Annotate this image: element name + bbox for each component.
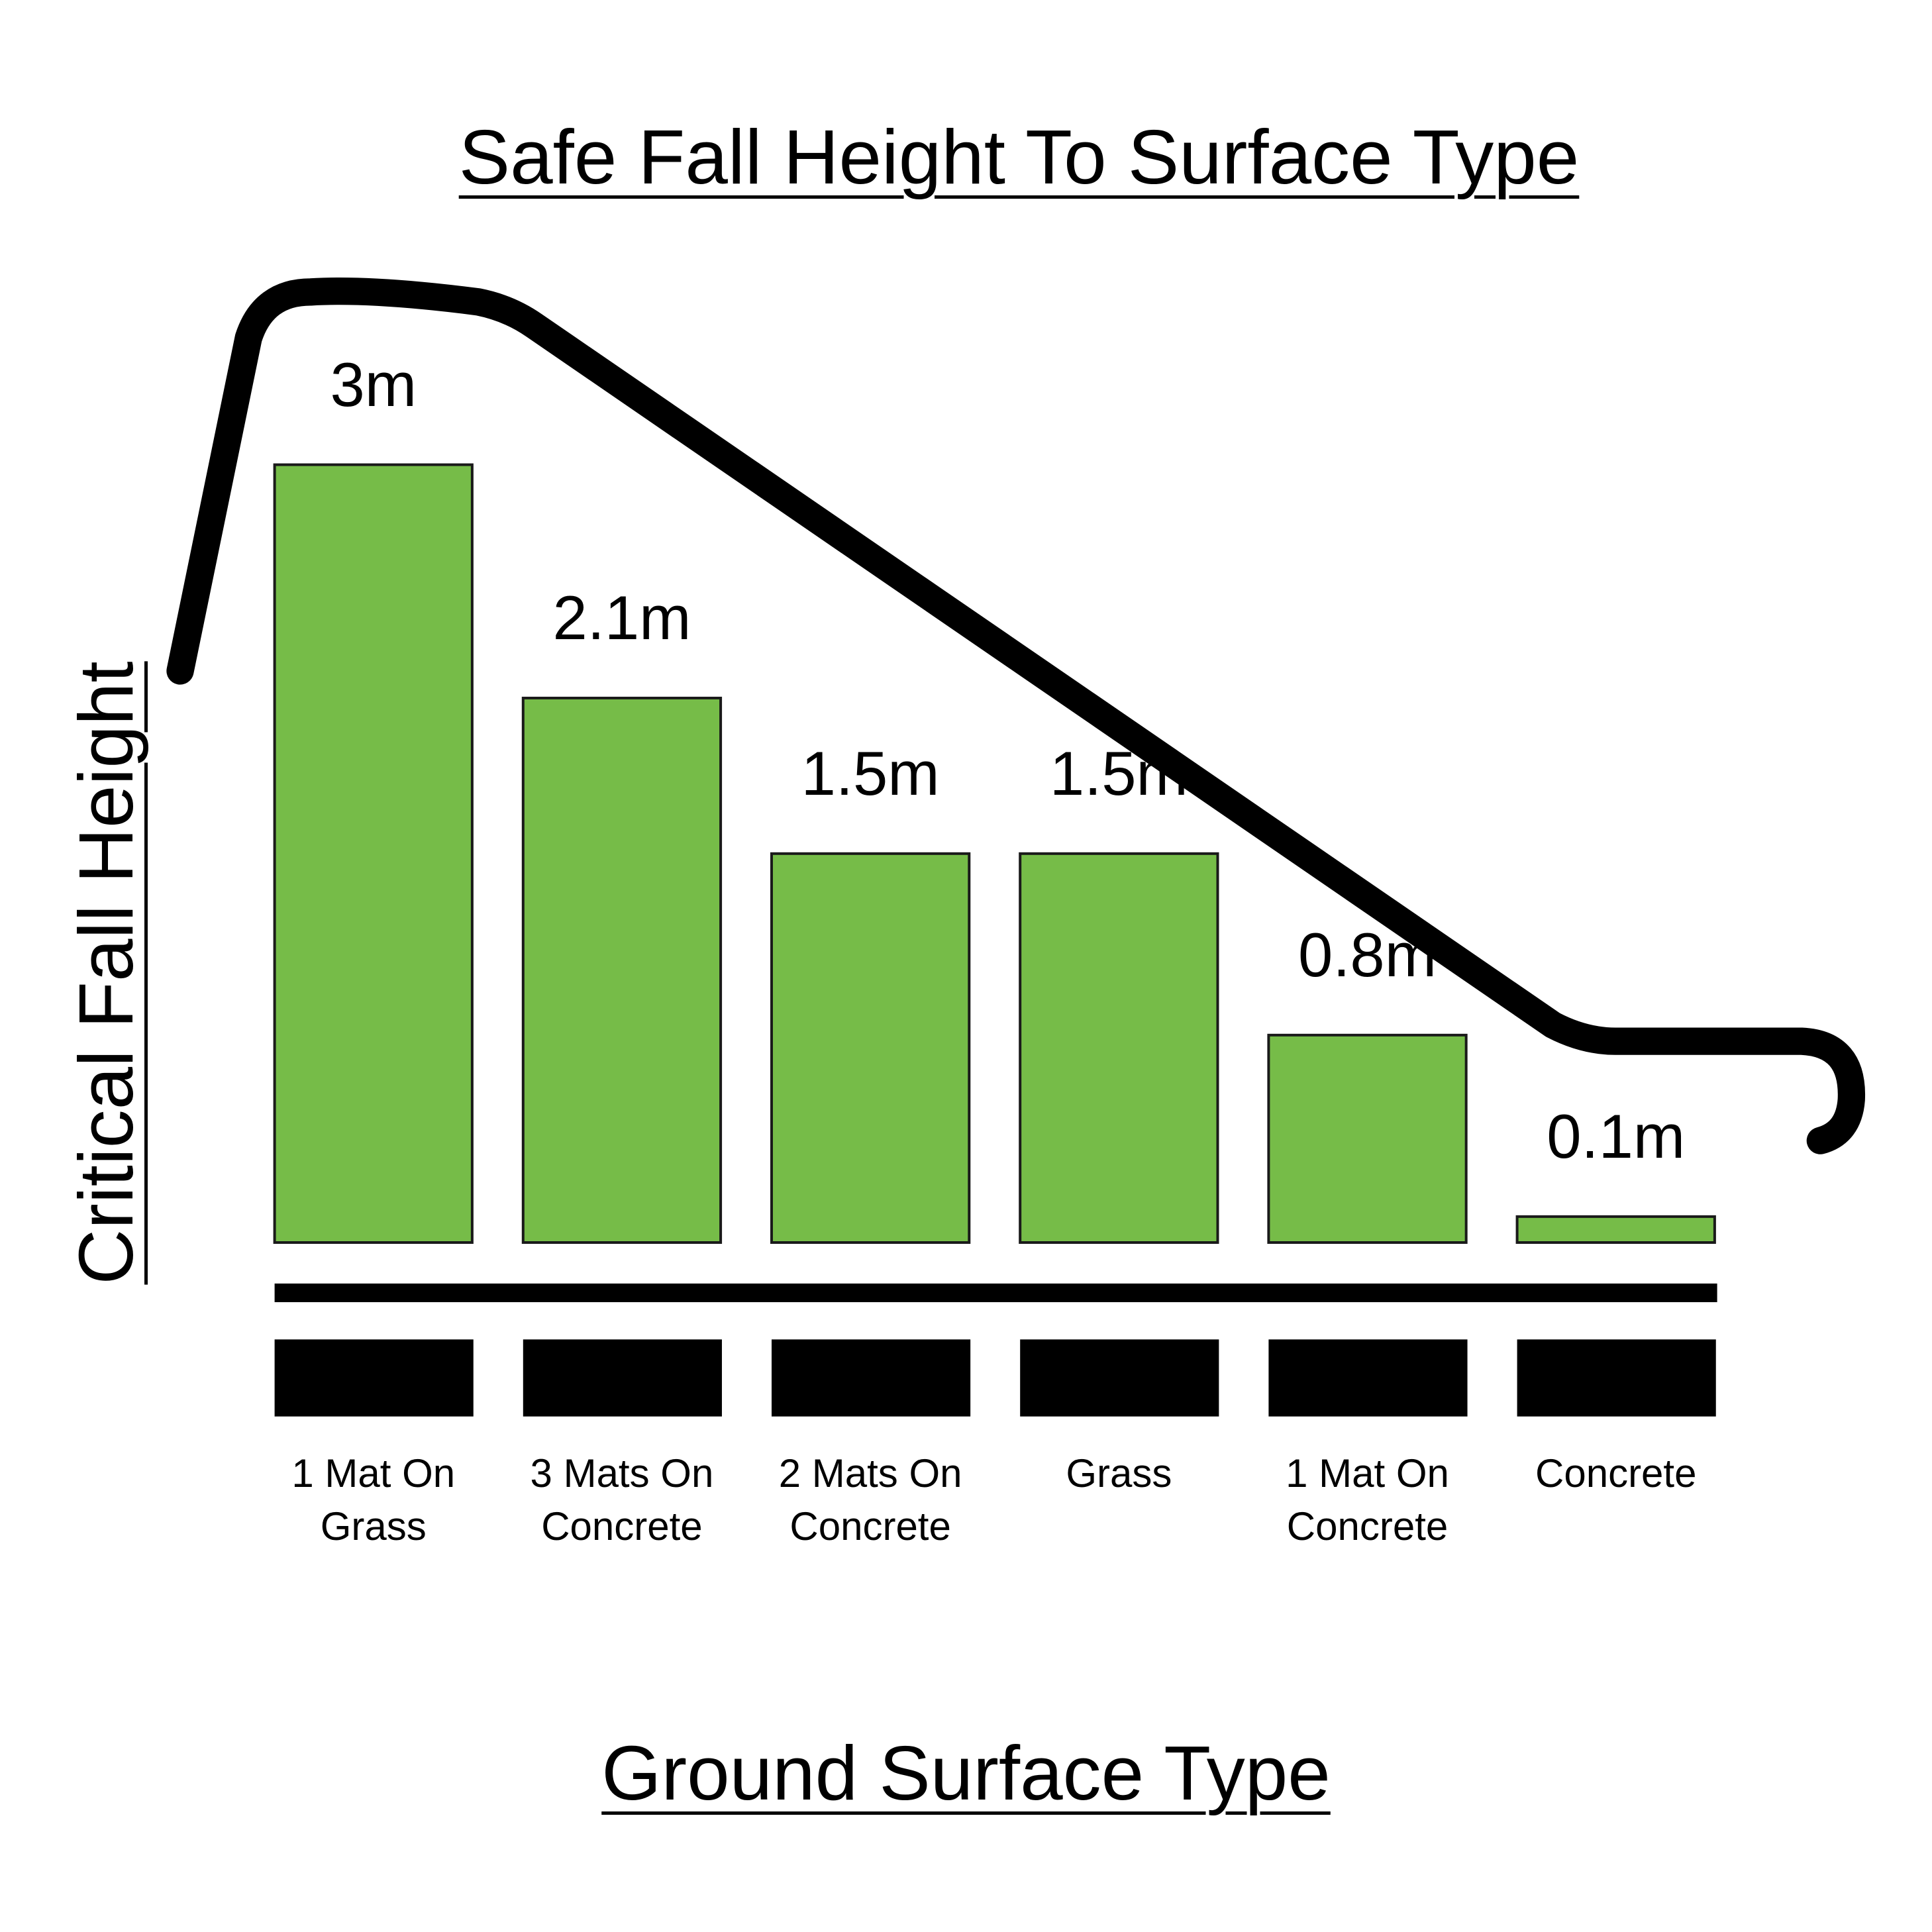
x-axis-label: Ground Surface Type (601, 1730, 1331, 1816)
category-block (523, 1339, 722, 1417)
x-tick-label: 2 Mats On Concrete (778, 1451, 962, 1549)
x-tick-label: 1 Mat On Concrete (1286, 1451, 1449, 1549)
category-block (1268, 1339, 1468, 1417)
x-tick-label: 1 Mat On Grass (291, 1451, 456, 1549)
bar (273, 463, 474, 1244)
bar (770, 852, 971, 1244)
category-block (771, 1339, 971, 1417)
x-tick-label: Grass (1066, 1451, 1172, 1496)
bar (1515, 1215, 1716, 1244)
slide-outline (166, 278, 1865, 1154)
value-label: 0.8m (1298, 919, 1437, 990)
value-label: 3m (330, 349, 417, 419)
x-tick-label: 3 Mats On Concrete (530, 1451, 714, 1549)
slide-decoration (166, 278, 1865, 1303)
category-block (274, 1339, 474, 1417)
value-label: 0.1m (1547, 1101, 1686, 1171)
x-tick-label: Concrete (1535, 1451, 1697, 1496)
value-label: 1.5m (1049, 738, 1188, 808)
bar (1267, 1033, 1468, 1244)
category-block (1517, 1339, 1716, 1417)
y-axis-label: Critical Fall Height (63, 661, 149, 1285)
value-label: 1.5m (801, 738, 940, 808)
ground-line (274, 1283, 1717, 1303)
value-label: 2.1m (552, 582, 691, 652)
chart-title: Safe Fall Height To Surface Type (458, 114, 1580, 200)
bar (1019, 852, 1219, 1244)
category-block (1020, 1339, 1219, 1417)
bar (521, 696, 723, 1244)
